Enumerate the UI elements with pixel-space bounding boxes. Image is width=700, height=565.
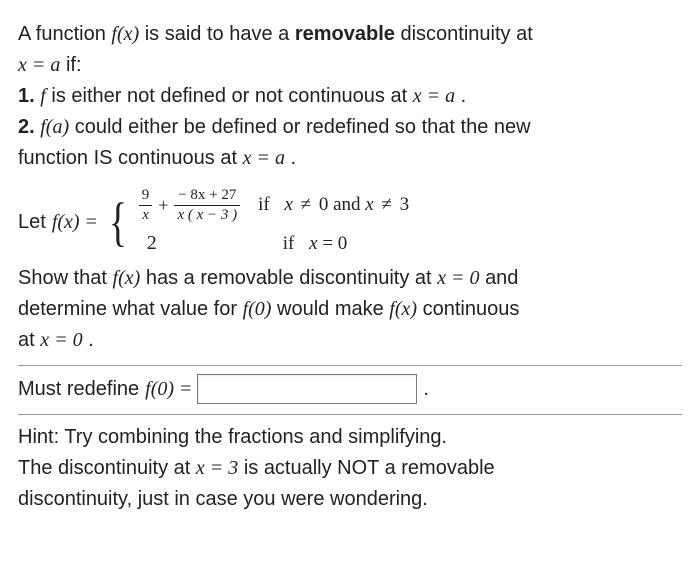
math-fx: f(x) [389, 298, 417, 320]
text: has a removable discontinuity at [146, 267, 437, 289]
period: . [423, 375, 429, 404]
numerator: 9 [139, 187, 153, 205]
math-fx: f(x) [113, 267, 141, 289]
if-keyword: if [258, 194, 280, 215]
divider [18, 414, 682, 415]
math-f: f [40, 85, 46, 107]
equals: = [86, 208, 97, 237]
text: determine what value for [18, 298, 243, 320]
list-number: 1. [18, 85, 35, 107]
numerator: − 8x + 27 [178, 187, 236, 203]
case-2-expression: 2 [139, 229, 265, 258]
divider [18, 365, 682, 366]
text: A function [18, 23, 111, 45]
math-f0: f(0) [243, 298, 272, 320]
answer-input[interactable] [197, 374, 417, 404]
case-1-condition: if x ≠ 0 and x ≠ 3 [258, 191, 409, 219]
text: is actually NOT a removable [244, 457, 495, 479]
text: . [291, 147, 297, 169]
math-xeq3: x = 3 [196, 457, 238, 479]
equals: = [180, 375, 191, 404]
show-line-3: at x = 0 . [18, 326, 682, 355]
math-xeq0: x = 0 [437, 267, 479, 289]
text: at [18, 329, 40, 351]
list-number: 2. [18, 116, 35, 138]
piecewise-definition: Let f(x) = { 9 x + − 8x + 27 x ( x − 3 )… [18, 187, 682, 258]
if-keyword: if [283, 233, 305, 254]
text: Let [18, 208, 46, 237]
text: Must redefine [18, 375, 139, 404]
text: . [461, 85, 467, 107]
text: would make [277, 298, 389, 320]
hint-line-1: Hint: Try combining the fractions and si… [18, 423, 682, 452]
hint-line-3: discontinuity, just in case you were won… [18, 485, 682, 514]
text: The discontinuity at [18, 457, 196, 479]
math-xeqa: x = a [413, 85, 455, 107]
text: is said to have a [145, 23, 295, 45]
condition-2-line1: 2. f(a) could either be defined or redef… [18, 113, 682, 142]
math-fa: f(a) [40, 116, 69, 138]
plus-sign: + [152, 192, 174, 218]
intro-line-2: x = a if: [18, 51, 682, 80]
text: Show that [18, 267, 113, 289]
denominator: x [139, 205, 152, 224]
text: . [88, 329, 94, 351]
text: and [485, 267, 518, 289]
math-xeq0: x = 0 [40, 329, 82, 351]
math-xeqa: x = a [18, 54, 60, 76]
text: function IS continuous at [18, 147, 243, 169]
text: is either not defined or not continuous … [51, 85, 412, 107]
case-1-expression: 9 x + − 8x + 27 x ( x − 3 ) [139, 187, 240, 223]
denominator: x ( x − 3 ) [174, 205, 240, 224]
math-xeqa: x = a [243, 147, 285, 169]
answer-row: Must redefine f(0) = . [18, 374, 682, 404]
cases: 9 x + − 8x + 27 x ( x − 3 ) if x ≠ 0 and… [139, 187, 409, 258]
hint-line-2: The discontinuity at x = 3 is actually N… [18, 454, 682, 483]
case-1: 9 x + − 8x + 27 x ( x − 3 ) if x ≠ 0 and… [139, 187, 409, 223]
show-line-1: Show that f(x) has a removable discontin… [18, 264, 682, 293]
text: discontinuity at [400, 23, 532, 45]
keyword-removable: removable [295, 23, 395, 45]
case-2: 2 if x = 0 [139, 229, 409, 258]
fraction-1: 9 x [139, 187, 153, 223]
condition-2-line2: function IS continuous at x = a . [18, 144, 682, 173]
show-line-2: determine what value for f(0) would make… [18, 295, 682, 324]
case-2-condition: if x = 0 [283, 230, 348, 258]
condition-math: x = 0 [309, 233, 347, 254]
text: continuous [423, 298, 520, 320]
left-brace-icon: { [109, 198, 127, 247]
condition-1: 1. f is either not defined or not contin… [18, 82, 682, 111]
fraction-2: − 8x + 27 x ( x − 3 ) [174, 187, 240, 223]
condition-math: x ≠ 0 and x ≠ 3 [284, 194, 409, 215]
math-f0: f(0) [145, 375, 174, 404]
math-fx: f(x) [111, 23, 139, 45]
text: if: [66, 54, 82, 76]
intro-paragraph: A function f(x) is said to have a remova… [18, 20, 682, 49]
math-fx: f(x) [52, 208, 80, 237]
text: could either be defined or redefined so … [75, 116, 531, 138]
